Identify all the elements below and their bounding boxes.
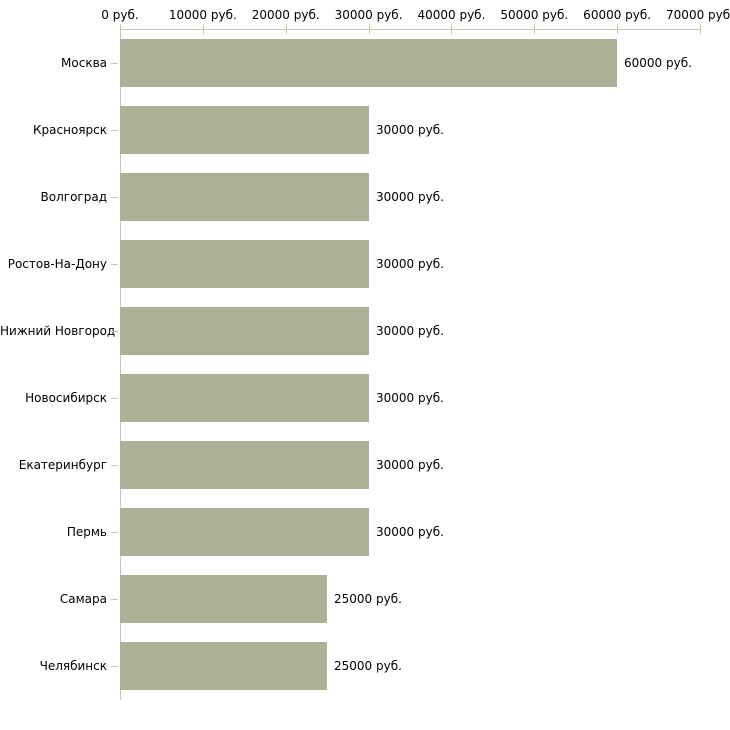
chart-row: Ростов-На-Дону 30000 руб. [0,230,730,297]
bar [120,38,617,87]
category-tick-mark [111,330,118,332]
bar [120,172,369,221]
chart-row: Новосибирск 30000 руб. [0,364,730,431]
bar [120,575,327,624]
category-tick-mark [111,196,118,198]
chart-row: Пермь 30000 руб. [0,499,730,566]
x-tick-label: 0 руб. [101,8,139,22]
bar [120,642,327,691]
value-label: 30000 руб. [376,122,444,137]
category-label: Нижний Новгород [0,324,120,338]
category-label: Екатеринбург [0,458,120,472]
chart-rows: Москва 60000 руб. Красноярск 30000 руб. … [0,29,730,700]
y-axis-line [120,29,121,700]
x-tick-mark [368,24,370,34]
chart-row: Нижний Новгород 30000 руб. [0,297,730,364]
category-tick-mark [111,62,118,64]
category-tick-mark [111,666,118,668]
category-label: Пермь [0,525,120,539]
x-tick-label: 60000 руб. [583,8,652,22]
category-label: Красноярск [0,123,120,137]
value-label: 25000 руб. [334,659,402,674]
x-tick-label: 30000 руб. [334,8,403,22]
bar [120,441,369,490]
value-label: 30000 руб. [376,458,444,473]
chart-row: Красноярск 30000 руб. [0,96,730,163]
x-tick-mark [617,24,619,34]
x-tick-mark [700,24,701,34]
category-tick-mark [111,532,118,534]
category-label: Самара [0,592,120,606]
x-tick-label: 10000 руб. [168,8,237,22]
value-label: 30000 руб. [376,525,444,540]
category-tick-mark [111,129,118,131]
x-axis-line [120,29,701,30]
category-label: Волгоград [0,190,120,204]
bar [120,239,369,288]
x-tick-label: 40000 руб. [417,8,486,22]
category-tick-mark [111,599,118,601]
chart-row: Екатеринбург 30000 руб. [0,432,730,499]
bar [120,508,369,557]
x-tick-mark [534,24,536,34]
x-tick-mark [285,24,287,34]
category-tick-mark [111,465,118,467]
x-tick-mark [120,24,121,34]
x-tick-label: 20000 руб. [251,8,320,22]
value-label: 30000 руб. [376,323,444,338]
chart-row: Челябинск 25000 руб. [0,633,730,700]
chart-row: Москва 60000 руб. [0,29,730,96]
value-label: 30000 руб. [376,189,444,204]
chart-row: Самара 25000 руб. [0,566,730,633]
category-label: Челябинск [0,659,120,673]
value-label: 60000 руб. [624,55,692,70]
value-label: 25000 руб. [334,592,402,607]
category-label: Ростов-На-Дону [0,257,120,271]
value-label: 30000 руб. [376,391,444,406]
x-tick-mark [202,24,204,34]
x-tick-label: 50000 руб. [500,8,569,22]
x-tick-label: 70000 руб. [666,8,730,22]
category-tick-mark [111,263,118,265]
category-label: Москва [0,56,120,70]
value-label: 30000 руб. [376,256,444,271]
x-tick-mark [451,24,453,34]
bar [120,374,369,423]
category-label: Новосибирск [0,391,120,405]
bar [120,105,369,154]
chart-row: Волгоград 30000 руб. [0,163,730,230]
bar [120,306,369,355]
category-tick-mark [111,398,118,400]
